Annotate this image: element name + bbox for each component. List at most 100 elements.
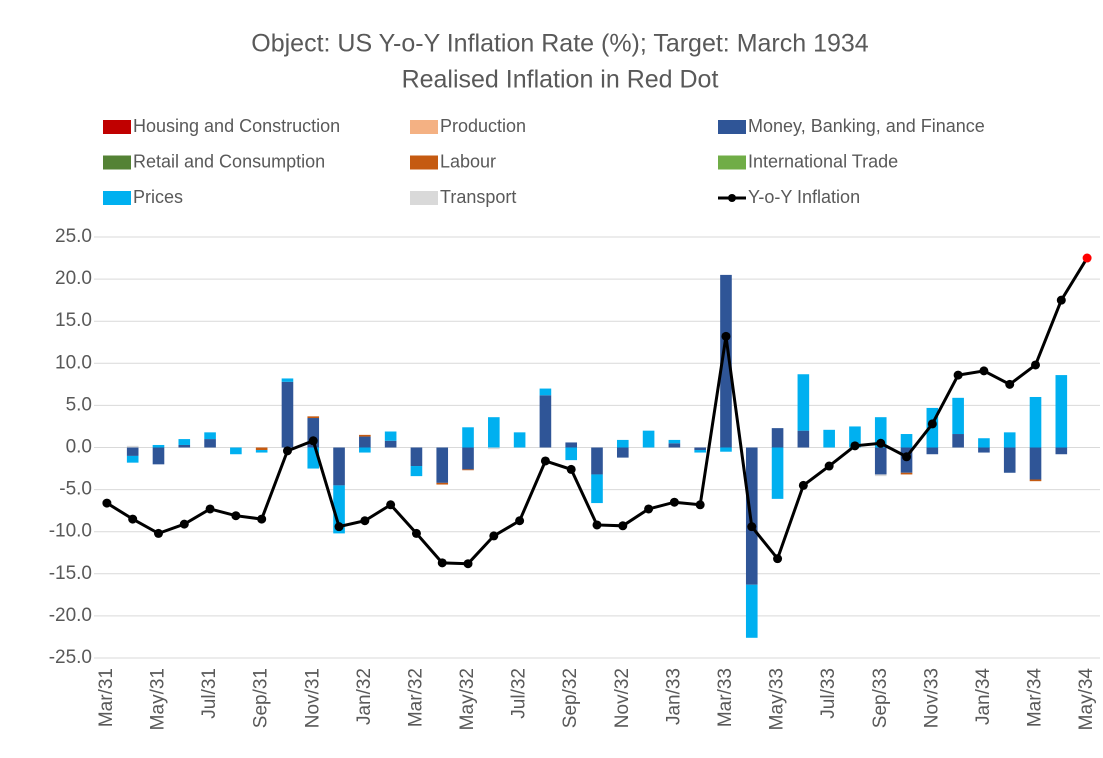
- bar: [204, 432, 216, 440]
- line-marker: [179, 519, 189, 529]
- bar: [307, 416, 320, 419]
- bar: [281, 381, 294, 448]
- line-marker: [308, 436, 318, 446]
- bar: [1029, 479, 1042, 482]
- bar: [771, 447, 784, 499]
- bar: [539, 388, 552, 396]
- y-tick-label: 5.0: [66, 394, 92, 415]
- bar: [384, 440, 397, 448]
- legend-label: Production: [440, 116, 526, 136]
- line-marker: [231, 511, 241, 521]
- x-tick-label: Mar/34: [1025, 668, 1046, 728]
- bar: [1029, 447, 1042, 480]
- x-tick-label: May/34: [1076, 668, 1097, 731]
- line-marker: [489, 531, 499, 541]
- bar: [565, 442, 578, 448]
- y-tick-label: 15.0: [55, 310, 92, 331]
- line-marker: [824, 461, 834, 471]
- line-marker: [721, 331, 731, 341]
- line-marker: [902, 452, 912, 462]
- legend-swatch: [103, 191, 131, 205]
- line-marker: [747, 522, 757, 532]
- bar: [333, 447, 345, 486]
- x-tick-label: Mar/32: [405, 668, 426, 727]
- legend-swatch: [103, 120, 131, 134]
- bar: [255, 450, 268, 453]
- bar: [152, 447, 165, 465]
- bar: [694, 450, 706, 453]
- legend-label: Prices: [133, 187, 183, 207]
- x-tick-label: Mar/33: [715, 668, 736, 727]
- bar: [668, 443, 681, 448]
- bar: [720, 274, 732, 448]
- bar: [849, 426, 861, 448]
- line-marker: [644, 504, 654, 514]
- x-tick-label: Nov/31: [302, 668, 323, 728]
- line-marker: [102, 498, 112, 508]
- bar: [874, 474, 887, 477]
- bar: [668, 439, 681, 444]
- bar: [436, 482, 449, 485]
- line-marker: [128, 514, 138, 524]
- line-marker: [1056, 295, 1066, 305]
- x-tick-label: Sep/31: [251, 668, 272, 728]
- bar: [900, 472, 913, 475]
- line-marker: [360, 516, 370, 526]
- bar: [126, 445, 139, 448]
- bar: [874, 417, 887, 448]
- bar: [410, 466, 423, 477]
- line-marker: [773, 554, 783, 564]
- y-tick-label: -25.0: [49, 647, 92, 668]
- line-marker: [282, 446, 292, 456]
- bar: [178, 439, 191, 445]
- bar: [359, 436, 371, 448]
- x-tick-label: Mar/31: [96, 668, 117, 727]
- x-tick-label: Jan/33: [663, 668, 684, 725]
- legend-label: International Trade: [748, 151, 898, 171]
- line-marker: [463, 559, 473, 569]
- x-tick-label: Jul/31: [199, 668, 220, 719]
- line-marker: [592, 520, 602, 530]
- bar: [797, 374, 810, 431]
- chart-subtitle: Realised Inflation in Red Dot: [402, 66, 719, 94]
- line-marker: [1005, 379, 1015, 389]
- legend-label: Labour: [440, 151, 496, 171]
- bar: [126, 447, 139, 456]
- bar: [462, 469, 474, 471]
- bar: [488, 417, 500, 448]
- legend-marker: [728, 194, 736, 202]
- bar: [359, 447, 371, 453]
- bar: [771, 428, 784, 448]
- bar: [462, 427, 474, 448]
- bar: [978, 447, 990, 453]
- bar: [900, 434, 913, 448]
- line-marker: [540, 456, 550, 466]
- y-tick-label: 0.0: [66, 437, 92, 458]
- legend-label: Money, Banking, and Finance: [748, 116, 985, 136]
- line-marker: [153, 528, 163, 538]
- x-tick-label: May/33: [767, 668, 788, 730]
- line-marker: [979, 366, 989, 376]
- bar: [952, 397, 964, 435]
- x-tick-label: Jan/32: [354, 668, 375, 725]
- bar: [462, 447, 474, 470]
- bar: [1029, 396, 1042, 448]
- x-tick-label: May/31: [148, 668, 169, 730]
- y-tick-label: -20.0: [49, 605, 92, 626]
- x-tick-label: Jul/33: [818, 668, 839, 719]
- x-tick-label: Sep/32: [560, 668, 581, 728]
- y-tick-label: 10.0: [55, 352, 92, 373]
- bar: [952, 434, 964, 448]
- bar: [874, 447, 887, 475]
- y-tick-label: -5.0: [59, 479, 92, 500]
- line-marker: [437, 558, 447, 568]
- y-tick-label: 20.0: [55, 268, 92, 289]
- line-marker: [695, 500, 705, 510]
- x-tick-label: Nov/33: [921, 668, 942, 728]
- line-marker: [257, 514, 267, 524]
- bar: [333, 485, 345, 534]
- bar: [591, 474, 603, 504]
- bar: [1003, 432, 1016, 448]
- bar: [591, 447, 603, 475]
- bar: [307, 447, 320, 469]
